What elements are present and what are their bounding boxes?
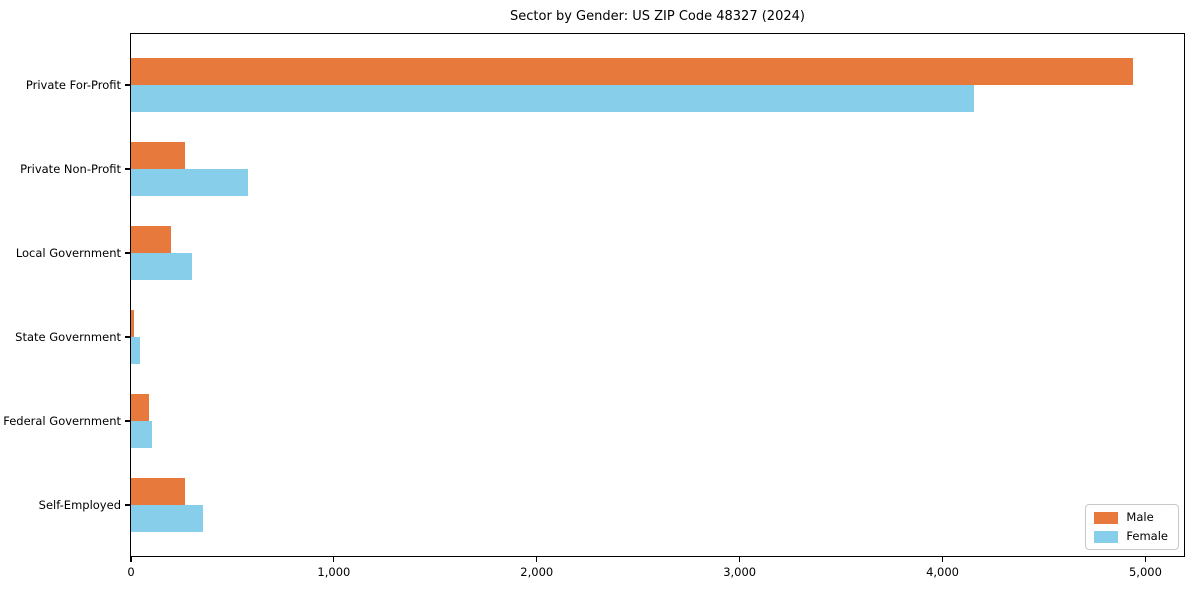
x-tick-3-000 [739,557,741,562]
x-axis-label-4-000: 4,000 [926,565,960,579]
y-tick-state-government [125,336,130,338]
bar-female-self-employed [131,505,204,532]
bars-layer [131,34,1184,556]
y-axis-label-private-for-profit: Private For-Profit [25,78,121,92]
x-axis-label-1-000: 1,000 [317,565,351,579]
legend-swatch-male [1094,511,1119,524]
x-tick-4-000 [941,557,944,562]
x-tick-0 [130,557,132,562]
y-tick-self-employed [125,504,130,506]
y-tick-federal-government [125,420,130,422]
legend-entry-male: Male [1094,511,1168,524]
bar-female-private-for-profit [131,85,974,112]
bar-male-self-employed [131,478,186,505]
y-axis-label-federal-government: Federal Government [3,414,121,428]
x-axis-label-2-000: 2,000 [520,565,554,579]
x-axis-label-5-000: 5,000 [1128,565,1162,579]
legend-label-female: Female [1126,529,1168,543]
bar-male-federal-government [131,394,150,421]
x-axis-label-3-000: 3,000 [723,565,757,579]
bar-female-federal-government [131,421,152,448]
x-tick-5-000 [1144,557,1147,562]
bar-female-private-non-profit [131,169,249,196]
bar-female-local-government [131,253,193,280]
x-tick-2-000 [536,557,538,562]
x-tick-1-000 [333,557,335,562]
bar-male-private-non-profit [131,142,185,169]
legend-label-male: Male [1126,510,1154,524]
legend-swatch-female [1094,530,1119,543]
legend-entry-female: Female [1094,530,1168,543]
plot-area: Male Female [130,33,1185,557]
chart-title: Sector by Gender: US ZIP Code 48327 (202… [510,9,805,24]
legend: Male Female [1085,504,1179,550]
y-axis-label-state-government: State Government [15,330,121,344]
bar-male-private-for-profit [131,58,1134,85]
bar-female-state-government [131,337,140,364]
y-tick-local-government [125,252,130,254]
y-axis-label-private-non-profit: Private Non-Profit [20,162,121,176]
y-axis-label-self-employed: Self-Employed [38,498,121,512]
y-tick-private-for-profit [125,84,130,86]
x-axis-label-0: 0 [127,565,135,579]
y-tick-private-non-profit [125,168,130,170]
bar-male-local-government [131,226,171,253]
bar-male-state-government [131,310,135,337]
y-axis-label-local-government: Local Government [15,246,121,260]
